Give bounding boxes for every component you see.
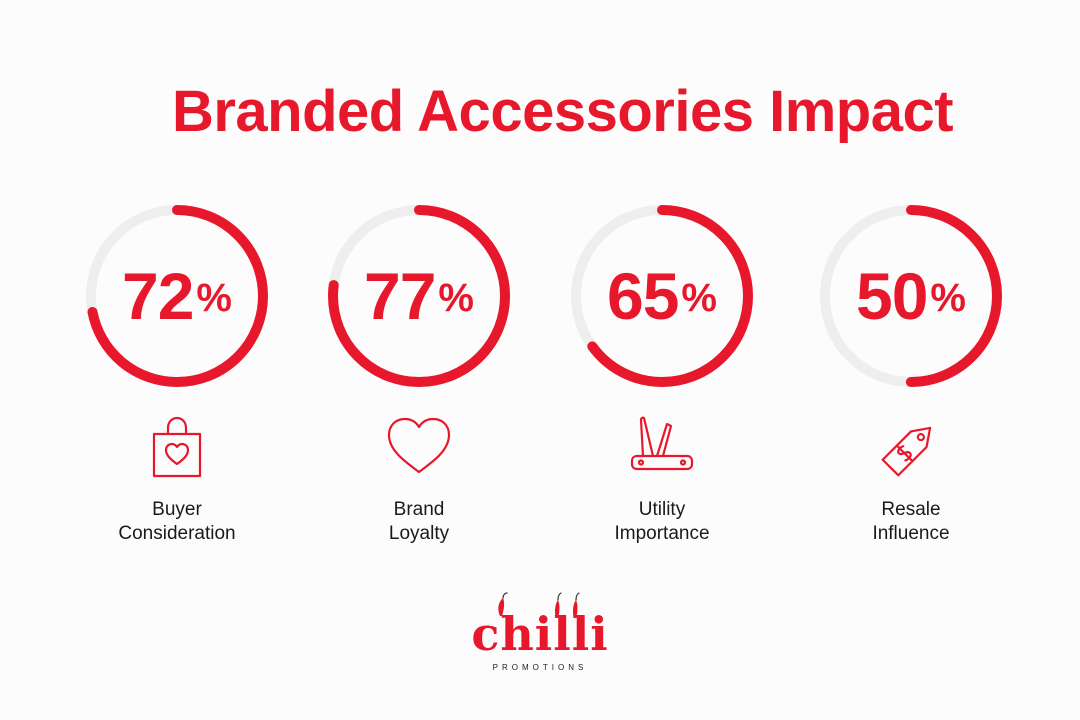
stat-label-line: Importance bbox=[614, 523, 710, 544]
stat-resale-influence: 50% Resale Influence bbox=[781, 200, 1031, 560]
progress-ring: 72% bbox=[81, 200, 273, 392]
stat-label-line: Utility bbox=[638, 499, 686, 520]
percent-value: 77% bbox=[323, 200, 515, 392]
shopping-bag-heart-icon bbox=[142, 412, 212, 482]
stat-label-line: Buyer bbox=[152, 499, 202, 520]
stat-label: Utility Importance bbox=[532, 498, 792, 546]
ring-arc bbox=[328, 205, 510, 387]
stat-buyer-consideration: 72% Buyer Consideration bbox=[47, 200, 297, 560]
stat-brand-loyalty: 77% Brand Loyalty bbox=[289, 200, 539, 560]
heart-icon bbox=[384, 412, 454, 482]
percent-sign: % bbox=[681, 275, 717, 320]
percent-sign: % bbox=[196, 275, 232, 320]
progress-ring: 77% bbox=[323, 200, 515, 392]
stat-label-line: Consideration bbox=[118, 523, 236, 544]
percent-value: 50% bbox=[815, 200, 1007, 392]
ring-arc bbox=[86, 205, 268, 387]
percent-sign: % bbox=[438, 275, 474, 320]
stat-label-line: Brand bbox=[393, 499, 445, 520]
percent-value: 65% bbox=[566, 200, 758, 392]
stat-utility-importance: 65% Utility Importance bbox=[532, 200, 782, 560]
page-title: Branded Accessories Impact bbox=[171, 79, 954, 144]
percent-number: 65 bbox=[607, 259, 679, 333]
stat-label-line: Influence bbox=[872, 523, 950, 544]
chilli-pepper-icon bbox=[498, 592, 580, 618]
stat-label-line: Loyalty bbox=[388, 523, 450, 544]
percent-value: 72% bbox=[81, 200, 273, 392]
logo-wordmark: chilli bbox=[471, 607, 609, 661]
pocket-knife-icon bbox=[627, 412, 697, 482]
percent-number: 72 bbox=[122, 259, 194, 333]
percent-sign: % bbox=[930, 275, 966, 320]
logo-tagline: PROMOTIONS bbox=[492, 663, 588, 672]
stat-label: Brand Loyalty bbox=[289, 498, 549, 546]
progress-ring: 65% bbox=[566, 200, 758, 392]
ring-arc bbox=[571, 205, 753, 387]
stat-label: Buyer Consideration bbox=[47, 498, 307, 546]
percent-number: 77 bbox=[364, 259, 436, 333]
chilli-promotions-logo: chilli PROMOTIONS bbox=[470, 590, 610, 680]
stat-label: Resale Influence bbox=[781, 498, 1041, 546]
ring-arc bbox=[820, 205, 1002, 387]
percent-number: 50 bbox=[856, 259, 928, 333]
stat-label-line: Resale bbox=[881, 499, 941, 520]
price-tag-icon bbox=[876, 412, 946, 482]
progress-ring: 50% bbox=[815, 200, 1007, 392]
